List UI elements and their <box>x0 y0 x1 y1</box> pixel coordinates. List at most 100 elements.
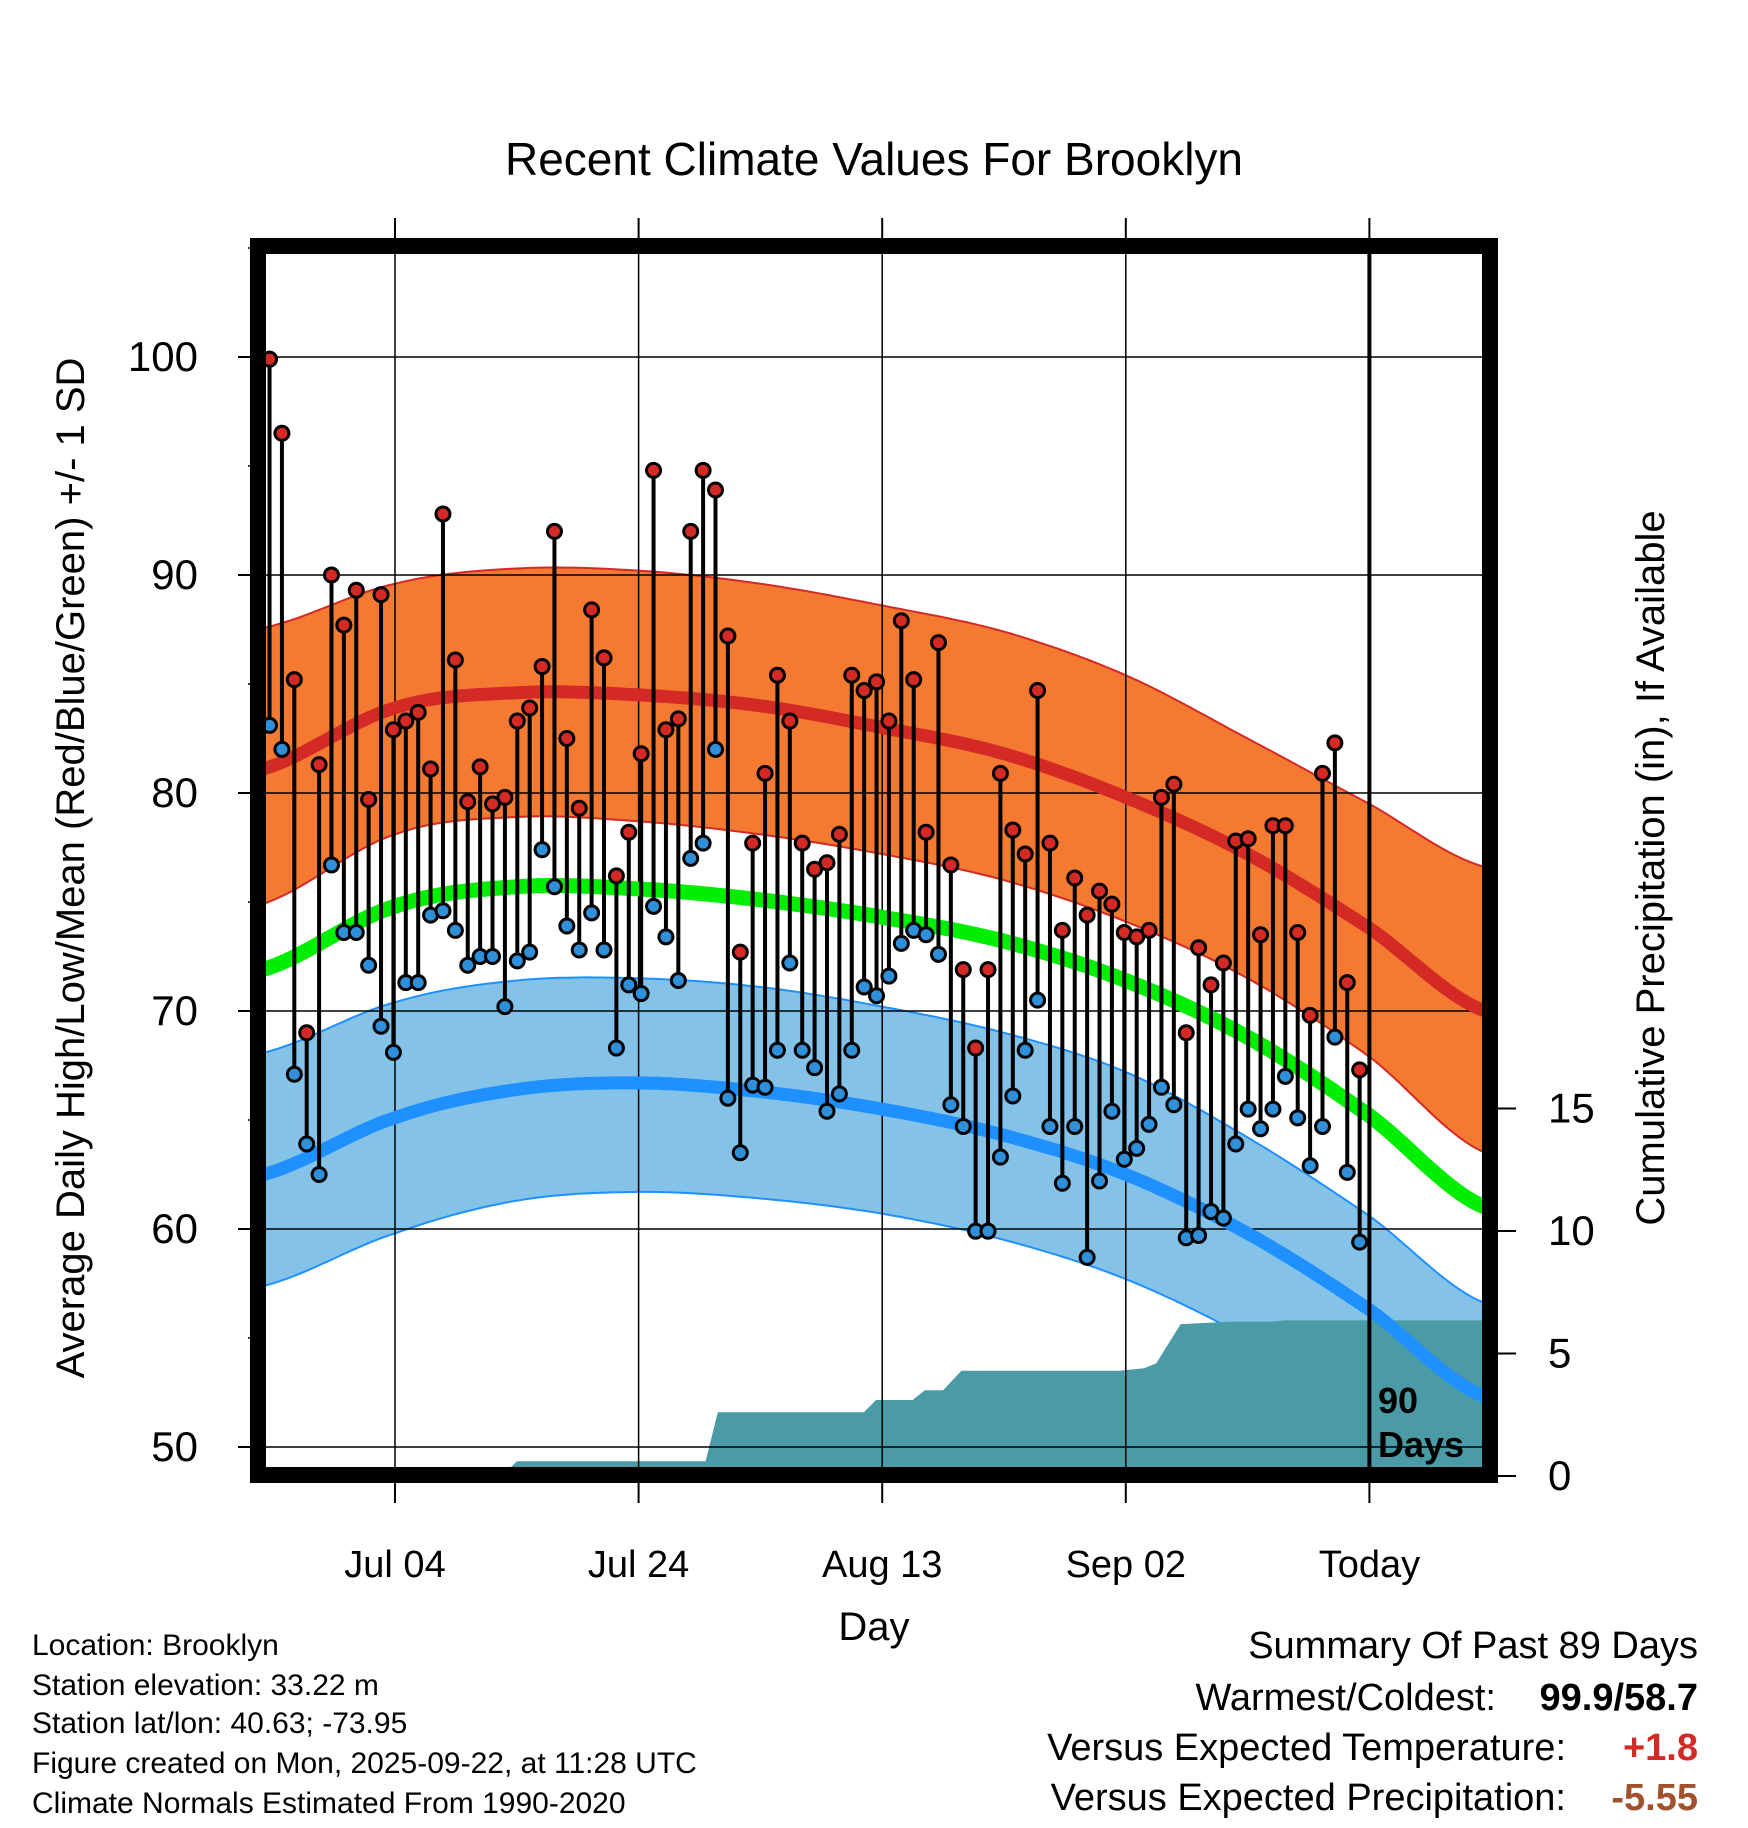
summary-heading: Summary Of Past 89 Days <box>1248 1625 1698 1667</box>
axes: 50 60 70 80 90 100 0 5 10 15 Jul 04 Jul 24 Aug 13 Sep… <box>128 218 1595 1586</box>
normal-lines <box>258 246 1489 1475</box>
daily-high-point <box>657 721 675 739</box>
daily-high-point <box>818 854 836 872</box>
daily-high-point <box>496 788 514 806</box>
daily-low-point <box>533 841 551 859</box>
daily-high-point <box>793 834 811 852</box>
summary-warm-cold-value: 99.9/58.7 <box>1540 1677 1699 1719</box>
daily-low-point <box>1338 1163 1356 1181</box>
daily-high-point <box>843 666 861 684</box>
daily-low-point <box>310 1166 328 1183</box>
daily-high-point <box>1190 939 1208 957</box>
daily-high-point <box>570 799 588 817</box>
daily-high-point <box>347 581 365 599</box>
daily-high-point <box>607 867 625 885</box>
daily-high-point <box>756 764 774 782</box>
daily-high-point <box>694 461 712 479</box>
daily-low-point <box>1103 1102 1121 1120</box>
daily-low-point <box>1140 1115 1158 1133</box>
y-tick-label: 70 <box>151 987 198 1034</box>
daily-low-point <box>768 1041 786 1059</box>
daily-low-point <box>868 987 886 1005</box>
summary-coldest: 58.7 <box>1624 1677 1698 1719</box>
daily-high-point <box>1091 882 1109 900</box>
daily-high-point <box>768 666 786 684</box>
chart-title: Recent Climate Values For Brooklyn <box>505 133 1243 185</box>
daily-high-point <box>335 616 353 634</box>
daily-high-point <box>967 1039 985 1057</box>
daily-high-point <box>1029 682 1047 700</box>
daily-high-point <box>645 461 663 479</box>
daily-low-point <box>409 974 427 992</box>
daily-low-point <box>384 1043 402 1061</box>
plot-area <box>258 246 1490 1475</box>
summary-temp-label: Versus Expected Temperature: <box>1047 1727 1566 1769</box>
daily-high-point <box>545 522 563 540</box>
summary-warmest: 99.9 <box>1540 1677 1614 1719</box>
daily-high-point <box>1276 817 1294 835</box>
y2-tick-label: 0 <box>1548 1452 1571 1499</box>
daily-low-point <box>1128 1139 1146 1157</box>
y2-tick-label: 5 <box>1548 1330 1571 1377</box>
daily-low-point <box>1165 1096 1183 1114</box>
daily-low-point <box>806 1059 824 1077</box>
daily-low-point <box>1016 1041 1034 1059</box>
daily-low-point <box>570 941 588 959</box>
daily-low-point <box>496 998 514 1016</box>
daily-low-point <box>1252 1120 1270 1138</box>
precipitation-area <box>442 1320 1486 1475</box>
daily-high-point <box>632 745 650 763</box>
y-tick-label: 90 <box>151 551 198 598</box>
daily-high-point <box>372 586 390 604</box>
daily-low-point <box>508 952 526 970</box>
daily-high-point <box>731 943 749 961</box>
daily-high-point <box>1202 976 1220 994</box>
today-days-number: 90 <box>1378 1380 1418 1421</box>
x-tick-label: Aug 13 <box>822 1544 942 1586</box>
daily-high-point <box>620 823 638 841</box>
daily-high-point <box>446 651 464 669</box>
daily-low-point <box>830 1085 848 1103</box>
footer-info: Location: Brooklyn Station elevation: 33… <box>32 1629 697 1820</box>
footer-elevation: Station elevation: 33.22 m <box>32 1669 379 1702</box>
daily-high-point <box>273 424 291 442</box>
summary-warm-cold-label: Warmest/Coldest: <box>1195 1677 1496 1719</box>
daily-low-point <box>731 1144 749 1162</box>
daily-low-point <box>954 1118 972 1136</box>
daily-low-point <box>1078 1248 1096 1266</box>
plot-frame <box>250 238 1498 1483</box>
daily-high-point <box>1252 926 1270 944</box>
daily-low-point <box>1264 1100 1282 1118</box>
summary-precip-label: Versus Expected Precipitation: <box>1051 1777 1566 1819</box>
daily-low-point <box>892 934 910 952</box>
summary-separator: / <box>1613 1677 1624 1719</box>
daily-high-point <box>285 671 303 689</box>
daily-low-point <box>880 967 898 985</box>
daily-high-point <box>892 612 910 630</box>
daily-high-point <box>1016 845 1034 863</box>
daily-low-point <box>719 1089 737 1107</box>
y2-tick-label: 10 <box>1548 1207 1595 1254</box>
daily-low-point <box>1276 1067 1294 1085</box>
daily-high-point <box>880 712 898 730</box>
daily-low-point <box>756 1078 774 1096</box>
daily-high-point <box>1214 954 1232 972</box>
daily-low-point <box>1066 1118 1084 1136</box>
daily-high-point <box>1326 734 1344 752</box>
daily-low-point <box>1351 1233 1369 1251</box>
daily-high-point <box>1351 1061 1369 1079</box>
y-tick-label: 50 <box>151 1423 198 1470</box>
daily-low-point <box>1152 1078 1170 1096</box>
daily-low-point <box>1091 1172 1109 1190</box>
daily-low-point <box>1053 1174 1071 1192</box>
daily-high-point <box>459 793 477 811</box>
daily-high-point <box>1066 869 1084 887</box>
daily-high-point <box>942 856 960 874</box>
daily-high-point <box>744 834 762 852</box>
daily-high-point <box>310 756 328 774</box>
daily-dots <box>261 350 1369 1266</box>
y-tick-label: 80 <box>151 769 198 816</box>
daily-low-point <box>942 1096 960 1114</box>
daily-high-point <box>707 481 725 499</box>
daily-high-point <box>384 721 402 739</box>
